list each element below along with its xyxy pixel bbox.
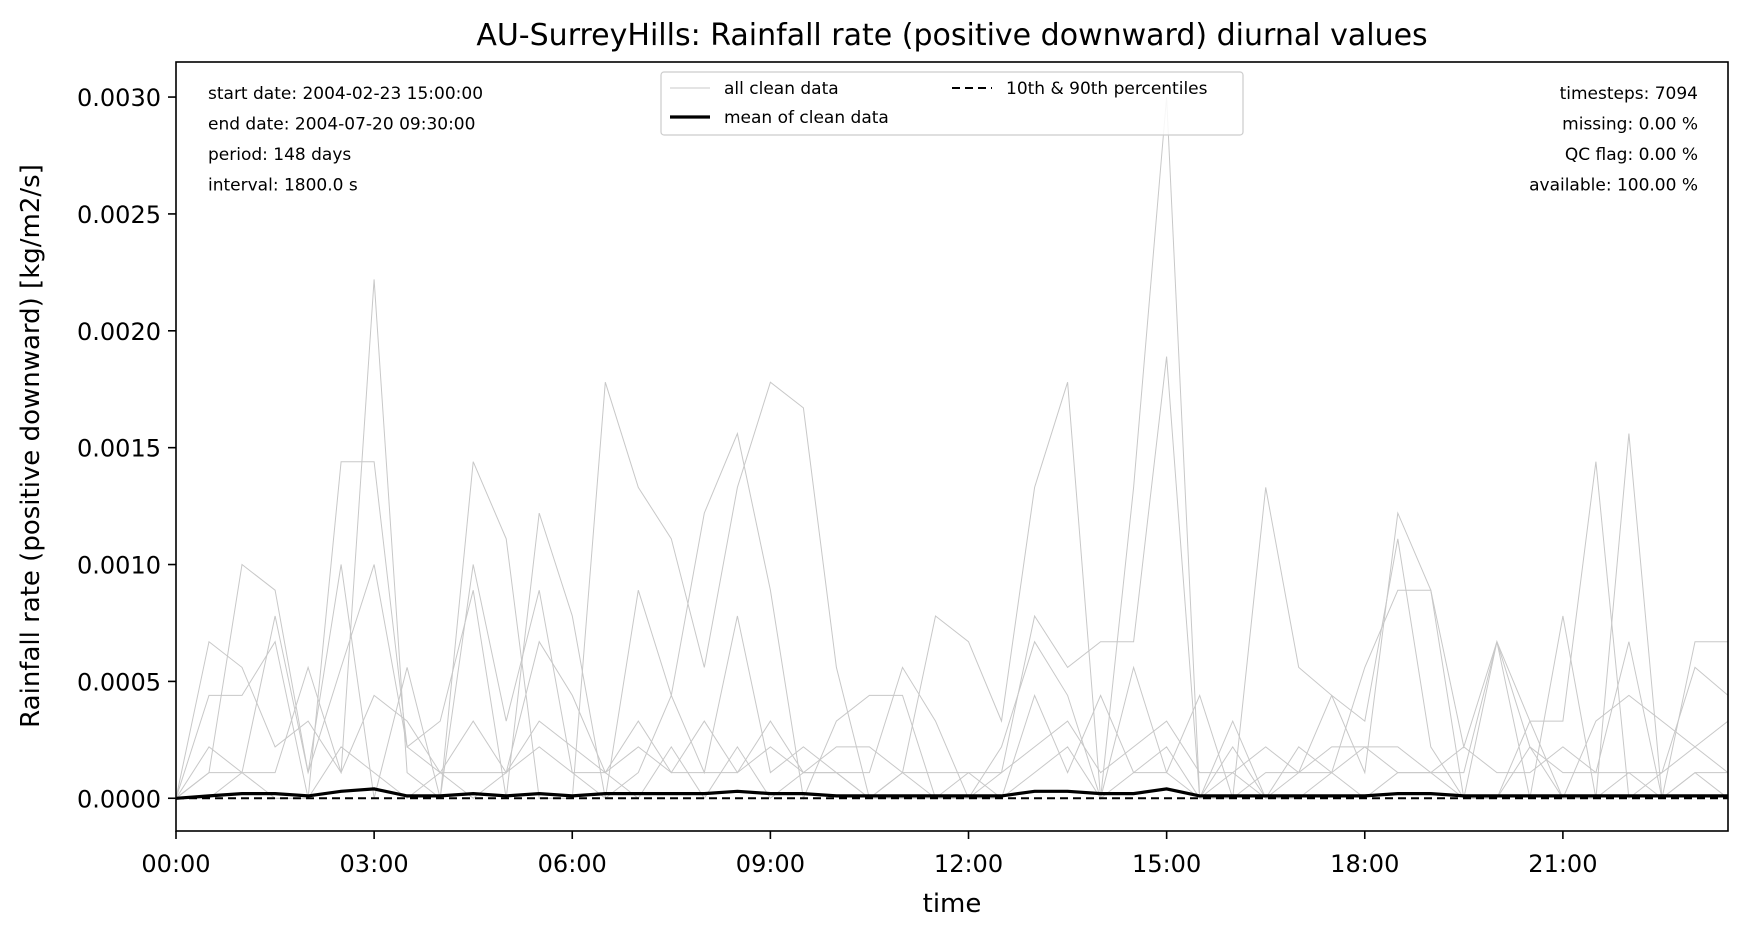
x-tick-label: 06:00 [538,850,607,878]
chart-title: AU-SurreyHills: Rainfall rate (positive … [476,18,1427,53]
clean-data-line-1 [176,356,1728,801]
info-right-line: missing: 0.00 % [1562,115,1698,135]
info-right-line: available: 100.00 % [1529,176,1698,196]
x-tick-label: 15:00 [1132,850,1201,878]
x-tick-label: 12:00 [934,850,1003,878]
mean-line-6 [176,787,1728,800]
plot-frame [175,61,1729,832]
x-tick-label: 09:00 [736,850,805,878]
info-text: start date: 2004-02-23 15:00:00 end date:… [208,84,1698,196]
x-tick-label: 18:00 [1330,850,1399,878]
info-right-line: timesteps: 7094 [1560,84,1698,104]
x-tick-label: 00:00 [141,850,210,878]
y-tick-label: 0.0015 [77,435,161,463]
y-tick-label: 0.0030 [77,84,161,112]
legend: all clean data mean of clean data 10th & 9… [660,71,1244,136]
axes: 00:00 03:00 06:00 09:00 12:00 15:00 18:00 21:00… [77,61,1729,878]
clean-data-line-4 [176,665,1728,799]
y-tick-label: 0.0000 [77,785,161,813]
y-tick-label: 0.0005 [77,668,161,696]
info-left-line: start date: 2004-02-23 15:00:00 [208,84,483,104]
legend-box [660,71,1244,136]
clean-data-line-0 [176,97,1728,800]
info-right-line: QC flag: 0.00 % [1565,145,1698,165]
legend-label: mean of clean data [724,108,889,128]
series-group [176,97,1728,801]
x-tick-label: 21:00 [1528,850,1597,878]
y-axis-label: Rainfall rate (positive downward) [kg/m2… [16,164,46,728]
legend-label: 10th & 90th percentiles [1006,79,1208,99]
x-axis-label: time [923,889,982,919]
legend-label: all clean data [724,79,839,99]
y-tick-label: 0.0025 [77,201,161,229]
x-tick-label: 03:00 [340,850,409,878]
info-left-line: period: 148 days [208,145,351,165]
y-tick-label: 0.0020 [77,318,161,346]
clean-data-line-3 [176,564,1728,800]
y-tick-label: 0.0010 [77,552,161,580]
plot-area [176,97,1728,801]
clean-data-line-2 [176,563,1728,801]
info-left-line: interval: 1800.0 s [208,176,358,196]
info-left-line: end date: 2004-07-20 09:30:00 [208,115,475,135]
